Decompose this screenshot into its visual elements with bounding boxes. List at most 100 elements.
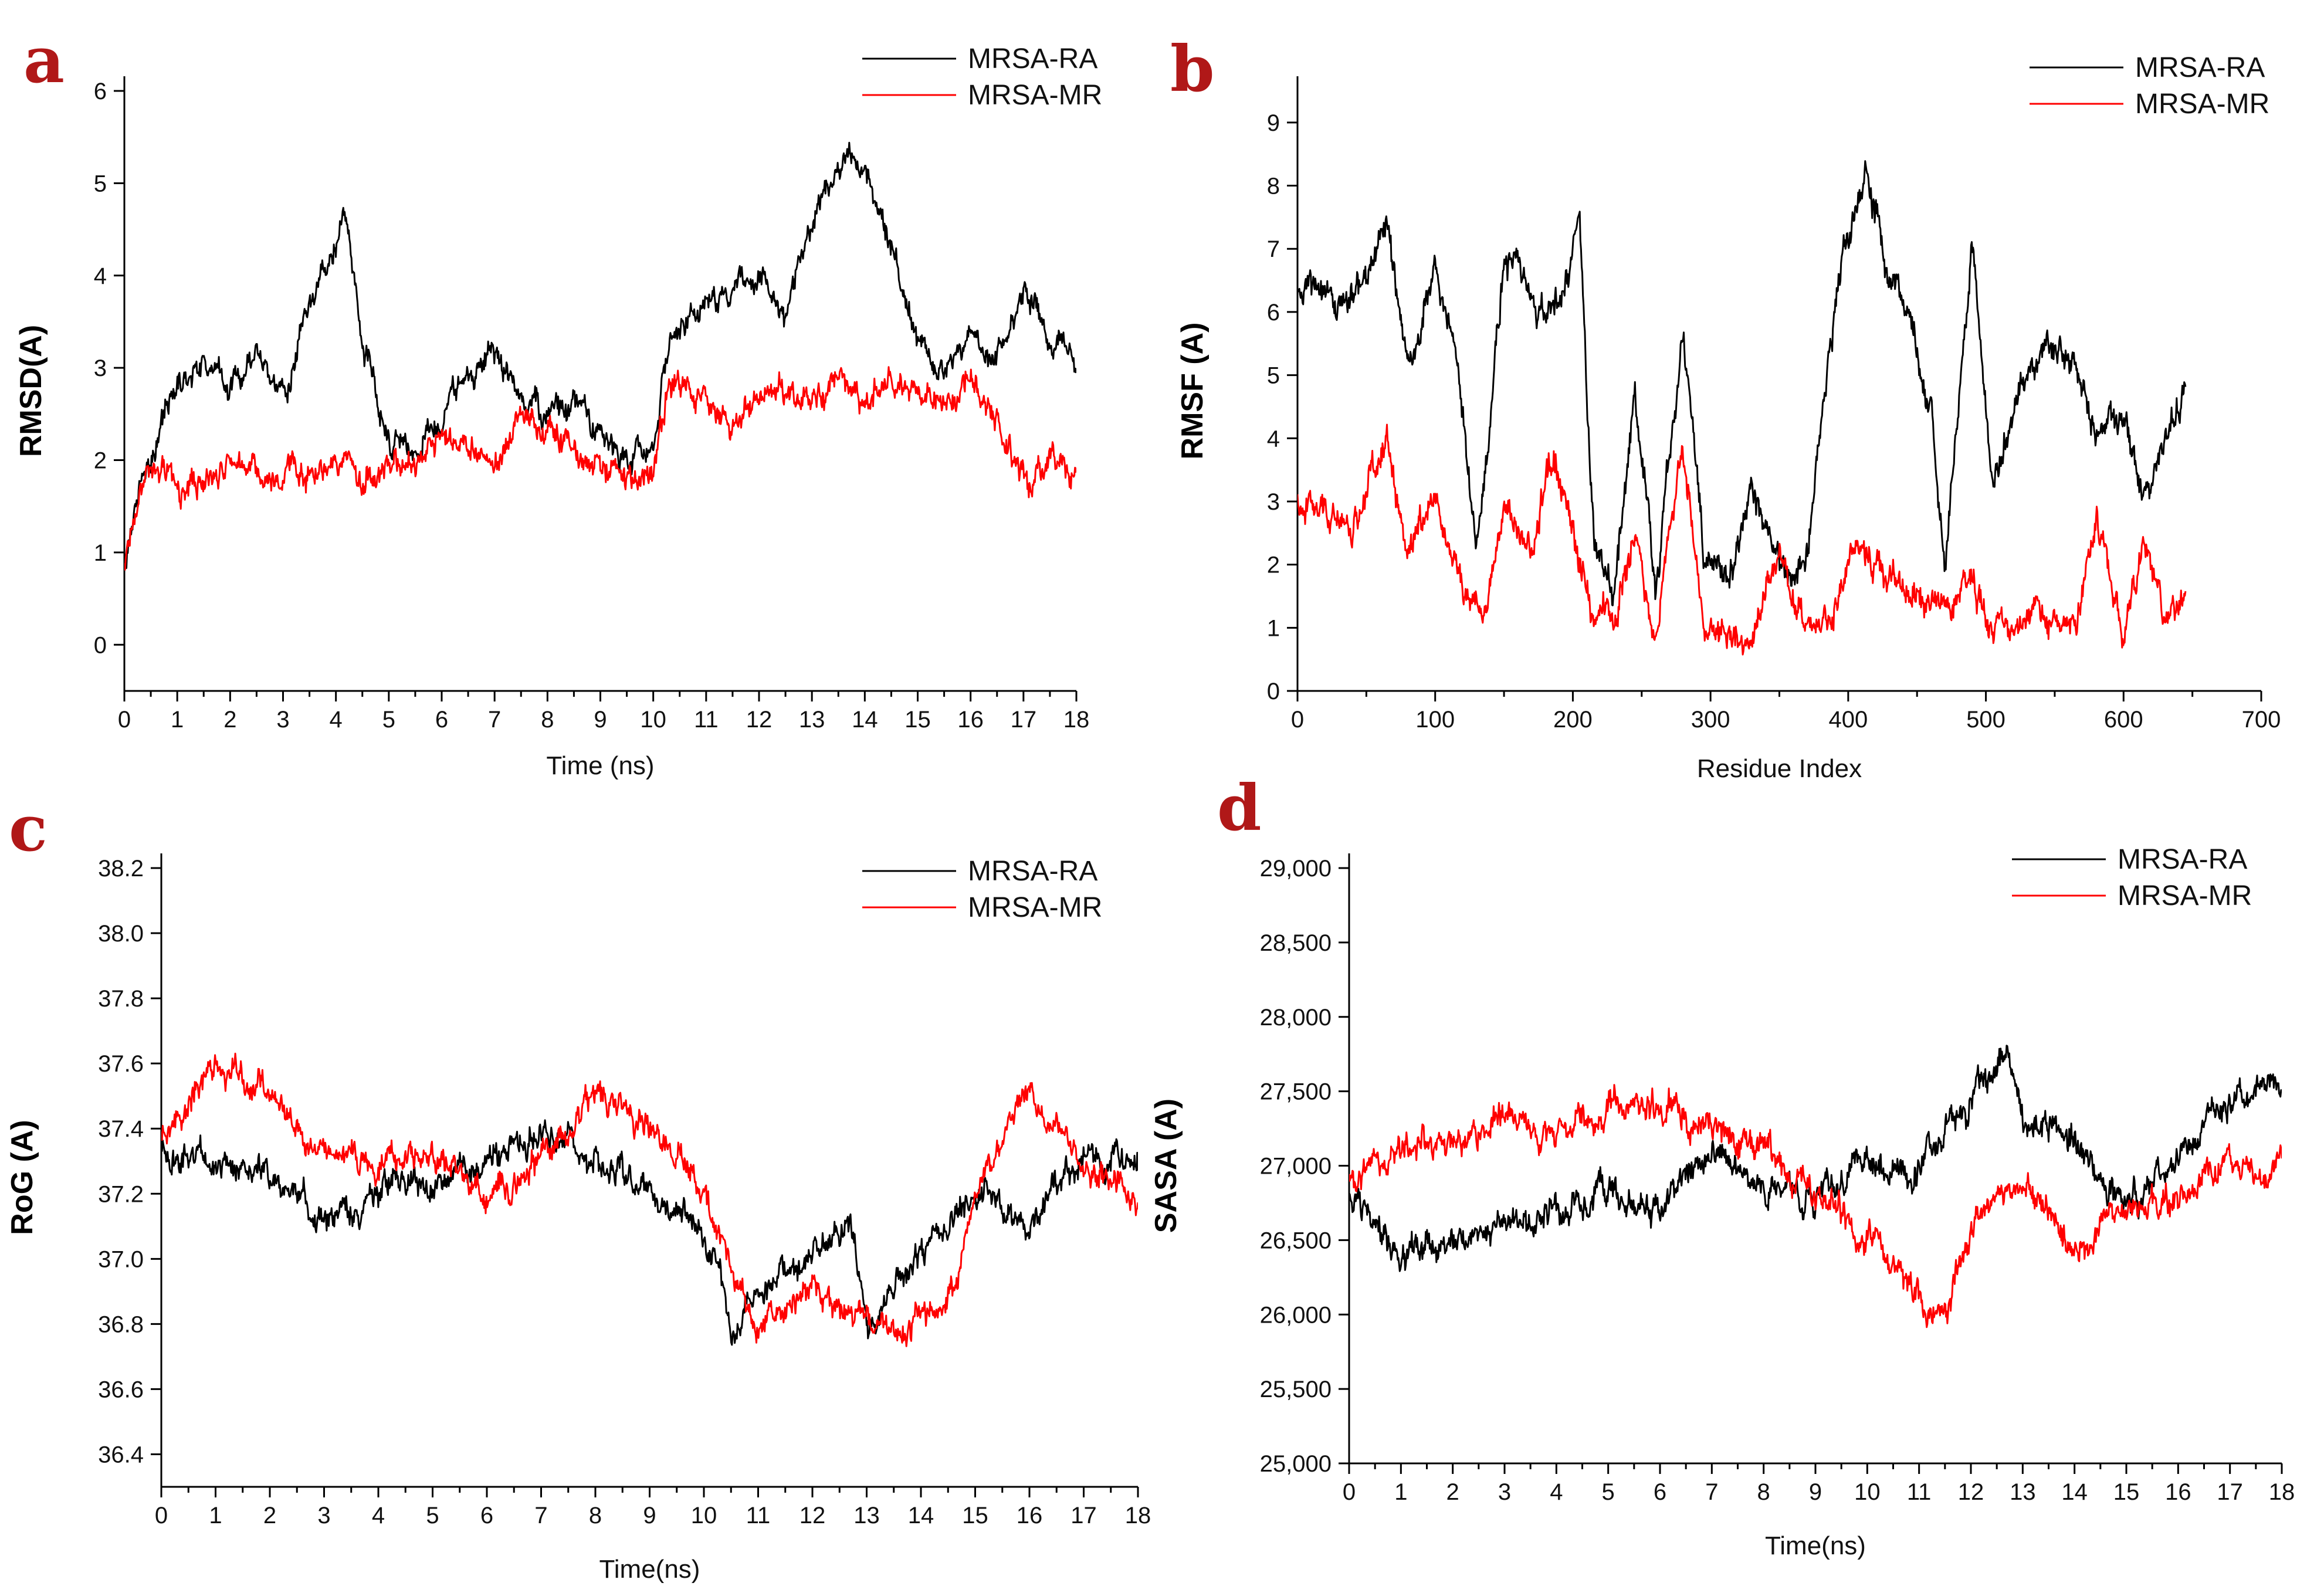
y-tick-label: 25,000 [1260, 1451, 1332, 1477]
y-tick-label: 8 [1267, 174, 1280, 199]
x-tick-label: 5 [1602, 1479, 1615, 1505]
y-tick-label: 0 [94, 632, 107, 658]
x-tick-label: 13 [2010, 1479, 2036, 1505]
x-tick-label: 11 [1907, 1479, 1932, 1505]
y-tick-label: 25,500 [1260, 1377, 1332, 1402]
x-tick-label: 12 [1958, 1479, 1984, 1505]
x-tick-label: 18 [1125, 1503, 1151, 1528]
legend-label-mrsa-ra: MRSA-RA [2135, 52, 2265, 83]
x-tick-label: 4 [1550, 1479, 1563, 1505]
y-tick-label: 3 [94, 355, 107, 381]
x-tick-label: 600 [2104, 707, 2143, 733]
series-line-mrsa-mr [124, 366, 1076, 571]
x-tick-label: 16 [2165, 1479, 2191, 1505]
y-tick-label: 5 [1267, 363, 1280, 389]
x-tick-label: 7 [1705, 1479, 1718, 1505]
x-tick-label: 17 [1070, 1503, 1097, 1528]
y-tick-label: 37.6 [98, 1051, 144, 1077]
legend-label-mrsa-ra: MRSA-RA [968, 43, 1097, 74]
chart-panel-d: d0 1 2 3 4 5 6 7 8 9 10 11 12 13 14 15 16 17 1825,00025,50… [1149, 771, 2295, 1560]
x-tick-label: 500 [1966, 707, 2005, 733]
x-tick-label: 100 [1415, 707, 1455, 733]
x-tick-label: 4 [330, 707, 343, 733]
x-tick-label: 15 [2113, 1479, 2140, 1505]
y-axis-label: RoG (A) [5, 1120, 39, 1235]
x-tick-label: 0 [1291, 707, 1304, 733]
x-tick-label: 2 [1446, 1479, 1459, 1505]
y-tick-label: 37.2 [98, 1181, 144, 1207]
x-tick-label: 6 [480, 1503, 493, 1528]
legend-label-mrsa-mr: MRSA-MR [2118, 880, 2252, 911]
x-tick-label: 12 [746, 707, 773, 733]
x-tick-label: 15 [962, 1503, 988, 1528]
x-tick-label: 6 [1654, 1479, 1666, 1505]
x-tick-label: 1 [171, 707, 184, 733]
x-tick-label: 8 [1757, 1479, 1770, 1505]
x-axis-label: Time (ns) [546, 751, 654, 780]
x-tick-label: 0 [1343, 1479, 1356, 1505]
x-tick-label: 7 [534, 1503, 547, 1528]
legend-label-mrsa-mr: MRSA-MR [2135, 89, 2269, 120]
y-tick-label: 37.8 [98, 986, 144, 1012]
panel-letter: c [9, 792, 48, 866]
x-tick-label: 7 [488, 707, 501, 733]
y-tick-label: 6 [94, 79, 107, 104]
x-axis-label: Residue Index [1697, 754, 1862, 783]
x-tick-label: 3 [1498, 1479, 1511, 1505]
x-tick-label: 2 [263, 1503, 276, 1528]
y-tick-label: 29,000 [1260, 856, 1332, 882]
series-line-mrsa-ra [161, 1119, 1138, 1346]
x-tick-label: 18 [2269, 1479, 2295, 1505]
y-tick-label: 28,500 [1260, 930, 1332, 956]
y-tick-label: 1 [1267, 615, 1280, 641]
y-tick-label: 37.0 [98, 1246, 144, 1272]
y-tick-label: 0 [1267, 679, 1280, 704]
x-tick-label: 17 [2217, 1479, 2243, 1505]
x-tick-label: 12 [799, 1503, 826, 1528]
x-tick-label: 15 [904, 707, 931, 733]
x-tick-label: 5 [382, 707, 395, 733]
y-tick-label: 27,500 [1260, 1079, 1332, 1105]
x-tick-label: 9 [643, 1503, 656, 1528]
y-tick-label: 2 [94, 448, 107, 474]
x-axis-label: Time(ns) [599, 1555, 700, 1584]
panel-letter: d [1217, 771, 1262, 845]
x-tick-label: 13 [853, 1503, 880, 1528]
x-tick-label: 16 [957, 707, 984, 733]
y-tick-label: 6 [1267, 300, 1280, 326]
x-tick-label: 17 [1011, 707, 1037, 733]
x-tick-label: 14 [852, 707, 878, 733]
x-tick-label: 0 [118, 707, 131, 733]
y-tick-label: 26,000 [1260, 1302, 1332, 1328]
x-tick-label: 14 [908, 1503, 934, 1528]
y-tick-label: 5 [94, 171, 107, 196]
y-tick-label: 9 [1267, 110, 1280, 136]
x-tick-label: 11 [694, 707, 719, 733]
panel-letter: a [23, 23, 65, 97]
x-tick-label: 8 [541, 707, 554, 733]
x-tick-label: 13 [799, 707, 825, 733]
x-tick-label: 300 [1691, 707, 1730, 733]
x-tick-label: 700 [2242, 707, 2281, 733]
y-tick-label: 4 [94, 263, 107, 289]
y-tick-label: 38.0 [98, 921, 144, 947]
legend-label-mrsa-ra: MRSA-RA [2118, 844, 2247, 875]
y-tick-label: 28,000 [1260, 1005, 1332, 1031]
y-tick-label: 37.4 [98, 1116, 144, 1142]
series-line-mrsa-ra [1297, 160, 2187, 606]
series-line-mrsa-ra [1349, 1045, 2282, 1272]
x-tick-label: 2 [223, 707, 236, 733]
series-line-mrsa-mr [161, 1052, 1138, 1347]
series-line-mrsa-mr [1349, 1084, 2282, 1328]
series-line-mrsa-ra [124, 141, 1076, 570]
y-axis-label: RMSD(A) [14, 325, 48, 457]
y-tick-label: 2 [1267, 553, 1280, 578]
series-line-mrsa-mr [1297, 423, 2187, 656]
x-tick-label: 14 [2061, 1479, 2088, 1505]
y-tick-label: 38.2 [98, 856, 144, 882]
x-tick-label: 10 [1854, 1479, 1881, 1505]
x-tick-label: 6 [435, 707, 448, 733]
x-tick-label: 1 [209, 1503, 222, 1528]
legend-label-mrsa-mr: MRSA-MR [968, 80, 1102, 111]
